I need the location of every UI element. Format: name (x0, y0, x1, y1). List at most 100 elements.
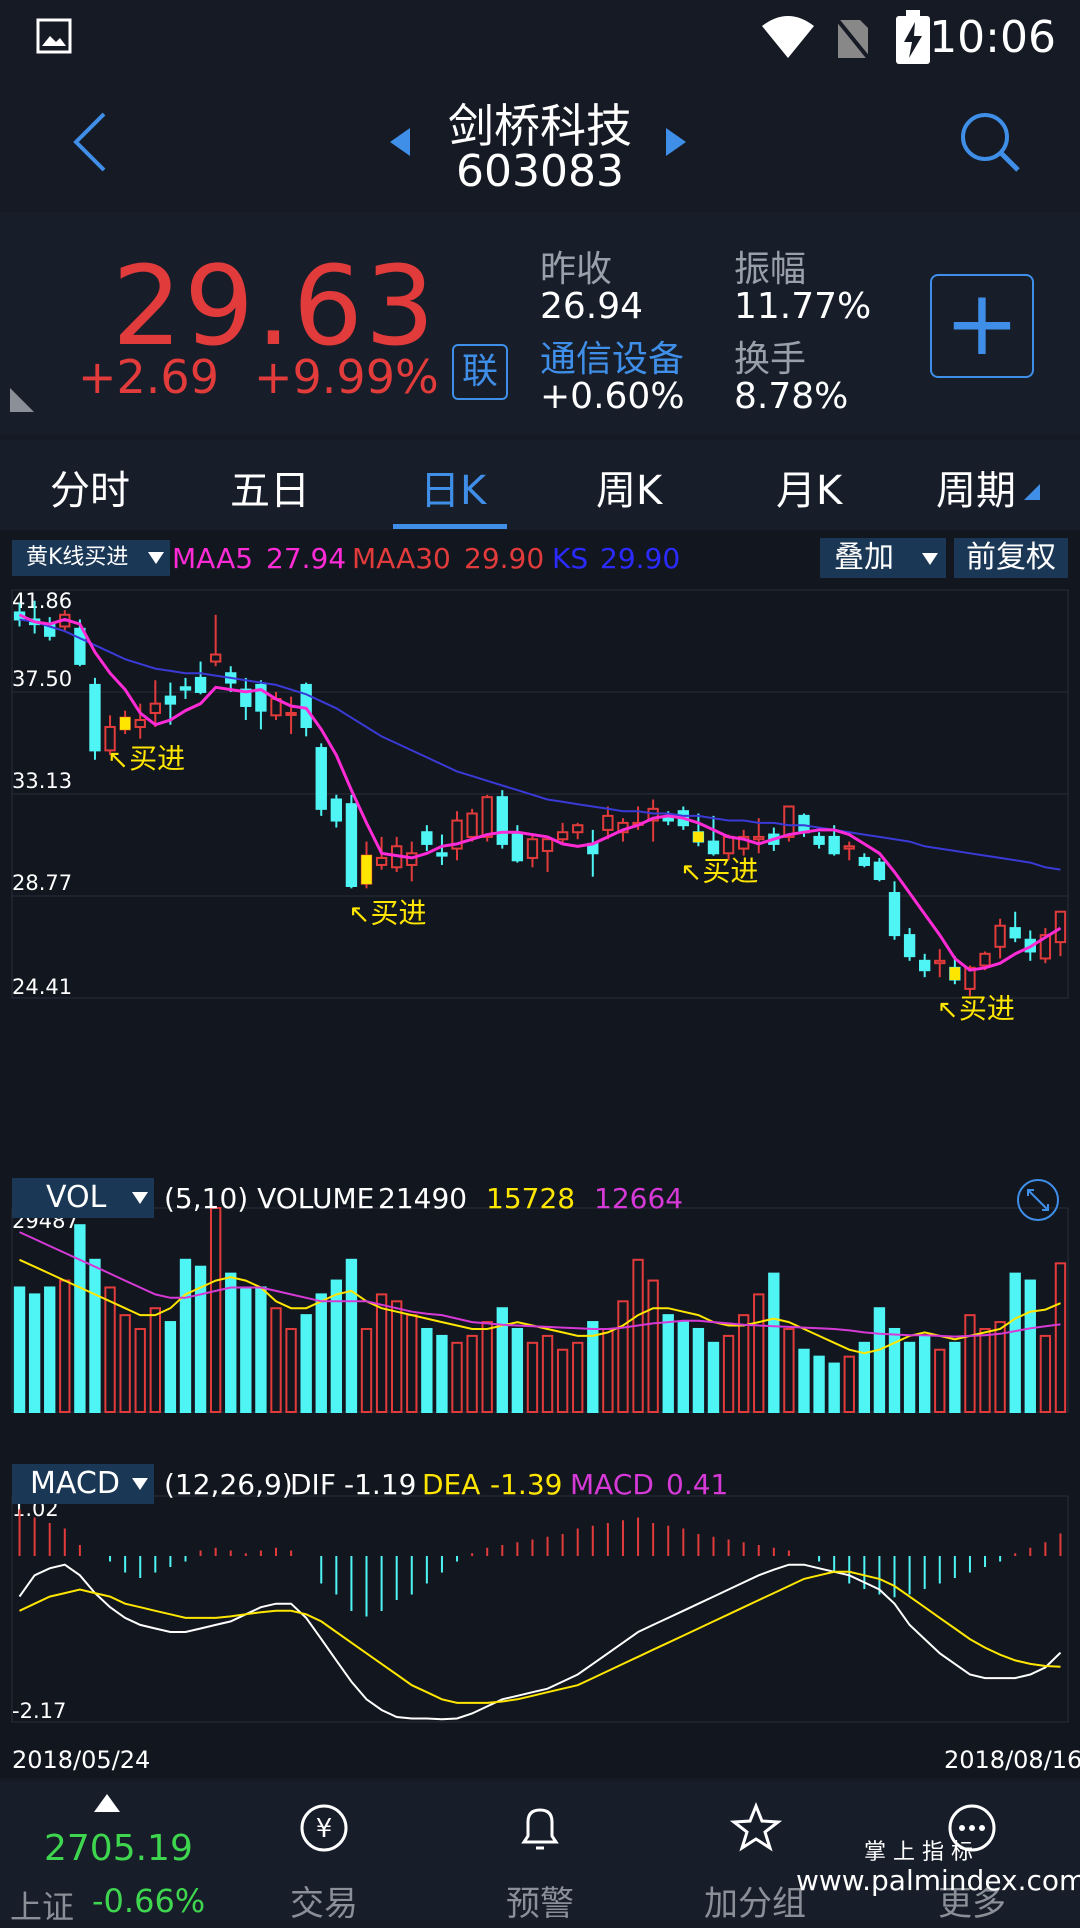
indicator-select[interactable]: 黄K线买进 (12, 540, 170, 576)
buy-signal-arrow: ↖ (680, 857, 702, 887)
ks-label: KS (552, 542, 589, 575)
active-tab-indicator (393, 524, 507, 529)
volume-bar (225, 1272, 237, 1413)
last-price: 29.63 (112, 242, 437, 370)
candle-body (602, 814, 614, 831)
macd-select[interactable]: MACD (12, 1464, 154, 1504)
volume-bar (768, 1272, 780, 1413)
maa30-label: MAA30 (352, 542, 451, 575)
expand-corner-icon[interactable] (10, 388, 34, 412)
overlay-label: 叠加 (834, 540, 894, 575)
volume-bar (692, 1327, 705, 1413)
volume-bar (209, 1207, 222, 1413)
linked-button[interactable]: 联 (452, 344, 508, 400)
chart-panel: 黄K线买进 MAA5 27.94 MAA30 29.90 KS 29.90 叠加… (0, 530, 1080, 1778)
volume-bar (843, 1355, 855, 1413)
prev-stock-icon[interactable] (390, 128, 410, 156)
candle-body (285, 711, 297, 716)
status-time: 10:06 (929, 12, 1056, 63)
tab-weekly-k[interactable]: 周K (596, 468, 663, 514)
search-icon[interactable] (958, 110, 1022, 174)
tab-five-day[interactable]: 五日 (230, 468, 310, 514)
period-dropdown-icon[interactable] (1024, 484, 1040, 500)
price-tick-label: 24.41 (12, 975, 72, 999)
volume-bar (632, 1258, 644, 1414)
volume-bar (89, 1258, 101, 1414)
volume-bar (179, 1258, 192, 1414)
nav-trade[interactable]: 交易 (290, 1884, 358, 1924)
nav-alert[interactable]: 预警 (506, 1884, 574, 1924)
add-watchlist-button[interactable]: + (930, 274, 1034, 378)
candle-body (74, 627, 86, 665)
candle-body (1009, 927, 1021, 939)
price-tick-label: 37.50 (12, 667, 72, 691)
candle-body (783, 805, 795, 838)
price-tick-label: 28.77 (12, 871, 72, 895)
gallery-icon (36, 18, 72, 54)
candle-body (737, 835, 750, 850)
stock-code: 603083 (456, 146, 624, 197)
overlay-select[interactable]: 叠加 (820, 538, 946, 578)
fullscreen-icon[interactable] (1016, 1178, 1060, 1222)
volume-bar (451, 1341, 463, 1413)
tab-period[interactable]: 周期 (936, 468, 1016, 514)
buy-signal-label: 买进 (959, 992, 1015, 1025)
macd-dif-value: -1.19 (344, 1468, 417, 1501)
next-stock-icon[interactable] (666, 128, 686, 156)
buy-signal-candle (949, 967, 961, 981)
volume-bar (285, 1327, 297, 1413)
ks-value: 29.90 (600, 542, 681, 575)
candle-body (511, 833, 524, 862)
triangle-up-icon (94, 1794, 120, 1812)
nav-add-group[interactable]: 加分组 (704, 1884, 806, 1924)
candle-body (919, 959, 931, 972)
adjust-button[interactable]: 前复权 (954, 538, 1068, 578)
macd-dea-line (19, 1570, 1061, 1704)
volume-bar (315, 1293, 327, 1414)
candle-body (300, 683, 312, 729)
star-icon[interactable] (730, 1802, 782, 1854)
quote-panel: 29.63 +2.69 +9.99% 联 昨收 26.94 通信设备 +0.60… (0, 212, 1080, 434)
sector-pct: +0.60% (540, 376, 685, 417)
tab-monthly-k[interactable]: 月K (776, 468, 843, 514)
volume-bar (466, 1334, 478, 1414)
turnover-value: 8.78% (734, 376, 849, 417)
price-tick-label: 41.86 (12, 589, 72, 613)
volume-bar (119, 1314, 131, 1413)
macd-pane-frame (11, 1495, 1069, 1723)
back-icon[interactable] (70, 110, 110, 174)
nav-more[interactable]: 更多 (938, 1884, 1006, 1924)
candle-body (164, 695, 177, 705)
volume-bar (964, 1314, 976, 1413)
trade-icon[interactable]: ¥ (298, 1802, 350, 1854)
volume-bar (74, 1224, 86, 1413)
volume-bar (873, 1307, 886, 1414)
more-icon[interactable] (946, 1802, 998, 1854)
candle-body (647, 807, 659, 822)
volume-bar (526, 1341, 539, 1413)
volume-bar (994, 1321, 1006, 1414)
index-value[interactable]: 2705.19 (44, 1828, 193, 1869)
volume-ma10-line (19, 1231, 1061, 1338)
candle-body (964, 966, 976, 990)
volume-bar (330, 1279, 343, 1413)
volume-bar (662, 1314, 674, 1413)
tab-intraday[interactable]: 分时 (50, 468, 130, 514)
ma5-line (18, 613, 1062, 972)
vol-select[interactable]: VOL (12, 1178, 154, 1218)
volume-bar (587, 1321, 599, 1414)
volume-bar (737, 1314, 750, 1413)
amplitude-label: 振幅 (734, 249, 807, 290)
volume-bar (300, 1314, 312, 1413)
volume-bar (949, 1341, 961, 1413)
indicator-select-label: 黄K线买进 (26, 545, 129, 570)
prev-close-value: 26.94 (540, 286, 644, 327)
sector-link[interactable]: 通信设备 (540, 339, 685, 380)
candle-body (104, 726, 116, 752)
price-tick-label: 33.13 (12, 769, 72, 793)
volume-bar (240, 1286, 252, 1413)
bell-icon[interactable] (514, 1802, 566, 1854)
tab-daily-k[interactable]: 日K (420, 468, 487, 514)
svg-text:¥: ¥ (316, 1814, 333, 1844)
